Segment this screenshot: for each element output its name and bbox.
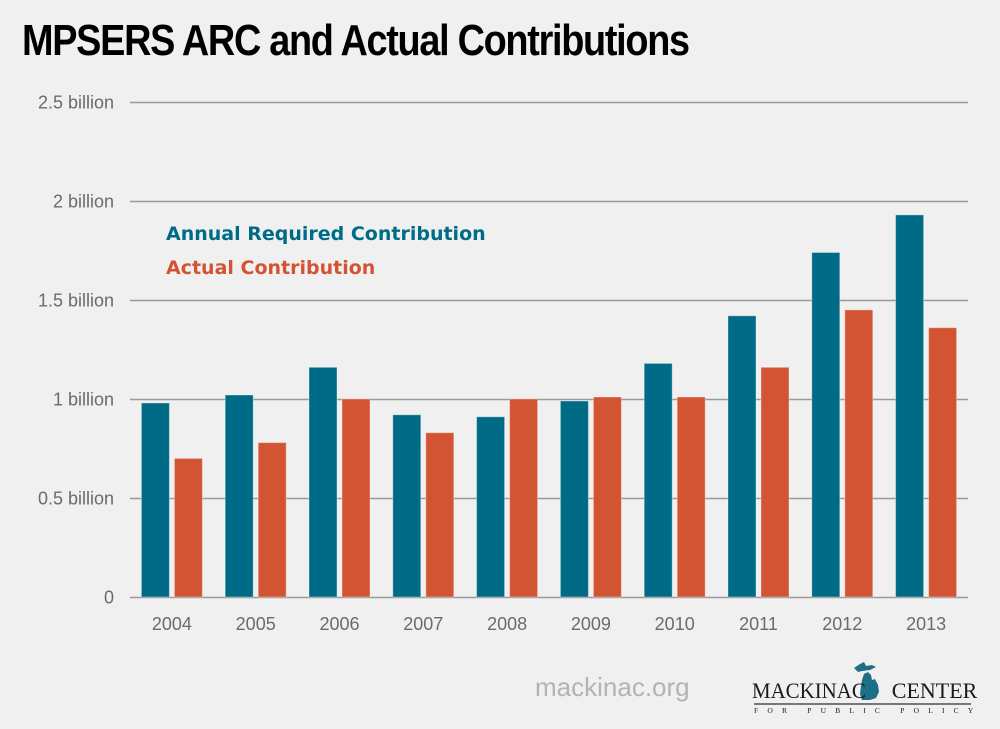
logo-word-left: MACKINAC <box>752 678 866 703</box>
bar-arc-2013 <box>895 214 925 598</box>
legend: Annual Required Contribution Actual Cont… <box>166 223 486 279</box>
bar-actual-2009 <box>592 396 622 598</box>
bar-arc-2007 <box>392 414 422 598</box>
y-tick-label: 2 billion <box>53 192 114 212</box>
bar-actual-2007 <box>425 432 455 598</box>
gridlines <box>130 101 968 599</box>
x-tick-label: 2012 <box>822 614 862 634</box>
logo-tagline: FOR PUBLIC POLICY <box>754 706 983 715</box>
legend-label-actual: Actual Contribution <box>166 257 375 279</box>
x-tick-label: 2009 <box>571 614 611 634</box>
x-tick-label: 2013 <box>906 614 946 634</box>
y-axis-tick-labels: 0 0.5 billion 1 billion 1.5 billion 2 billio… <box>38 93 114 608</box>
y-tick-label: 0 <box>104 588 114 608</box>
bars <box>140 214 958 598</box>
logo-wordmark: MACKINAC CENTER <box>752 678 977 704</box>
bar-arc-2006 <box>308 366 338 598</box>
y-tick-label: 2.5 billion <box>38 93 114 113</box>
footer-url: mackinac.org <box>535 672 690 702</box>
x-tick-label: 2010 <box>655 614 695 634</box>
bar-arc-2009 <box>559 400 589 598</box>
x-tick-label: 2005 <box>236 614 276 634</box>
y-tick-label: 1 billion <box>53 390 114 410</box>
x-axis-tick-labels: 2004 2005 2006 2007 2008 2009 2010 2011 2012 2013 <box>152 614 946 634</box>
bar-actual-2005 <box>257 442 287 598</box>
michigan-map-icon <box>854 662 879 700</box>
x-tick-label: 2011 <box>739 614 778 634</box>
x-tick-label: 2006 <box>319 614 359 634</box>
bar-actual-2012 <box>844 309 874 598</box>
bar-arc-2008 <box>476 416 506 598</box>
y-tick-label: 1.5 billion <box>38 291 114 311</box>
mackinac-center-logo: MACKINAC CENTER FOR PUBLIC POLICY <box>752 660 983 715</box>
bar-actual-2010 <box>676 396 706 598</box>
bar-arc-2004 <box>140 402 170 598</box>
bar-actual-2006 <box>341 398 371 598</box>
legend-label-arc: Annual Required Contribution <box>166 223 486 245</box>
chart-title: MPSERS ARC and Actual Contributions <box>22 16 690 65</box>
x-tick-label: 2008 <box>487 614 527 634</box>
x-tick-label: 2007 <box>403 614 443 634</box>
bar-arc-2010 <box>643 362 673 598</box>
bar-actual-2011 <box>760 366 790 598</box>
bar-actual-2004 <box>173 457 203 598</box>
bar-actual-2008 <box>509 398 539 598</box>
bar-arc-2012 <box>811 252 841 598</box>
bar-arc-2005 <box>224 394 254 598</box>
x-tick-label: 2004 <box>152 614 192 634</box>
bar-arc-2011 <box>727 315 757 598</box>
logo-word-right: CENTER <box>891 678 978 703</box>
logo-rule <box>754 703 971 705</box>
bar-actual-2013 <box>928 327 958 598</box>
y-tick-label: 0.5 billion <box>38 489 114 509</box>
